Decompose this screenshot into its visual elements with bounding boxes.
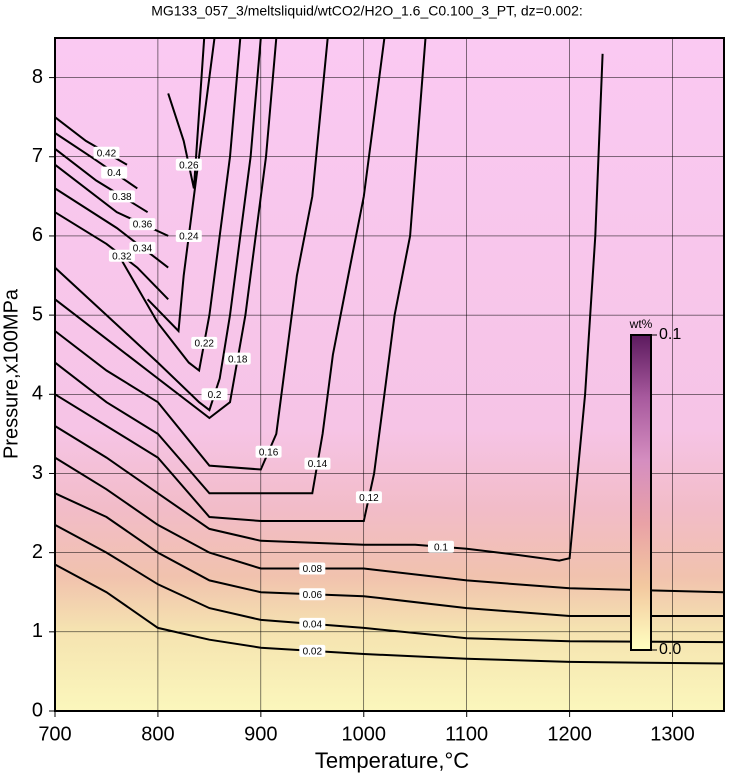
contour-label-bg: [108, 190, 135, 203]
contour-label-bg: [355, 491, 382, 504]
contour-label: 0.16: [259, 447, 279, 458]
contour-label: 0.06: [303, 590, 323, 601]
contour-label: 0.26: [179, 160, 199, 171]
contour-label: 0.08: [303, 564, 323, 575]
x-tick-label: 1200: [547, 723, 592, 745]
contour-label: 0.38: [112, 192, 132, 203]
contour-line: [54, 187, 169, 269]
colorbar-tick-label: 0.1: [659, 326, 681, 343]
y-tick-label: 5: [32, 303, 43, 325]
contour-label: 0.18: [228, 354, 248, 365]
contour-label: 0.02: [303, 646, 323, 657]
contour-line: [54, 37, 278, 420]
chart-title: MG133_057_3/meltsliquid/wtCO2/H2O_1.6_C0…: [151, 3, 583, 19]
y-tick-label: 1: [32, 620, 43, 642]
contour-label-bg: [299, 562, 326, 575]
contour-label-bg: [191, 336, 218, 349]
contour-label-bg: [299, 617, 326, 630]
contour-label: 0.2: [208, 390, 222, 401]
contour-label: 0.4: [107, 168, 121, 179]
contour-line: [54, 37, 427, 522]
contour-label-bg: [255, 445, 282, 458]
plot-frame: [54, 37, 725, 712]
contour-label-bg: [108, 249, 135, 262]
x-axis-label: Temperature,°C: [315, 748, 469, 773]
contour-line: [54, 492, 724, 617]
contour-label: 0.12: [359, 493, 379, 504]
contour-label-bg: [129, 218, 156, 231]
contours: [54, 37, 725, 665]
y-axis-label: Pressure,x100MPa: [0, 288, 22, 459]
y-tick-label: 6: [32, 224, 43, 246]
y-tick-label: 0: [32, 699, 43, 721]
contour-label-bg: [93, 146, 120, 159]
colorbar-scale: [630, 334, 652, 651]
y-tick-label: 7: [32, 145, 43, 167]
contour-line: [54, 563, 725, 665]
plot-background: [55, 38, 724, 711]
contour-label: 0.14: [308, 459, 328, 470]
y-tick-label: 2: [32, 541, 43, 563]
x-tick-label: 900: [244, 723, 277, 745]
contour-label: 0.42: [97, 148, 117, 159]
contour-label: 0.22: [195, 338, 215, 349]
x-tick-label: 700: [38, 723, 71, 745]
contour-label-bg: [299, 644, 326, 657]
contour-label: 0.36: [133, 220, 153, 231]
contour-label-bg: [299, 588, 326, 601]
y-tick-label: 8: [32, 66, 43, 88]
grid: [54, 38, 724, 712]
contour-label: 0.04: [303, 620, 323, 631]
x-tick-label: 800: [141, 723, 174, 745]
contour-label: 0.1: [434, 542, 448, 553]
y-tick-label: 4: [32, 383, 43, 405]
contour-label-bg: [175, 158, 202, 171]
contour-label-bg: [175, 229, 202, 242]
contour-label-bg: [427, 540, 454, 553]
contour-label: 0.34: [133, 243, 153, 254]
contour-labels: 0.02 0.04 0.06 0.08 0.1 0.12 0.14 0.16 0.18 0.2 0.…: [93, 146, 454, 657]
x-tick-label: 1300: [650, 723, 695, 745]
contour-label-bg: [224, 352, 251, 365]
colorbar-tick-label: 0.0: [659, 641, 681, 658]
contour-line: [54, 524, 725, 644]
contour-label-bg: [201, 388, 228, 401]
contour-label: 0.32: [112, 251, 132, 262]
contour-label-bg: [304, 457, 331, 470]
colorbar-title: wt%: [629, 317, 653, 331]
contour-line: [54, 456, 725, 594]
colorbar: wt% 0.0 0.1: [629, 317, 682, 658]
axes: 700 800 900 1000 1100 1200 1300 0 1 2 3 4 5 6 7 8: [32, 66, 695, 745]
x-tick-label: 1000: [342, 723, 387, 745]
contour-label-bg: [101, 166, 128, 179]
contour-label: 0.24: [179, 232, 199, 243]
contour-label-bg: [129, 241, 156, 254]
y-tick-label: 3: [32, 462, 43, 484]
x-tick-label: 1100: [445, 723, 488, 745]
